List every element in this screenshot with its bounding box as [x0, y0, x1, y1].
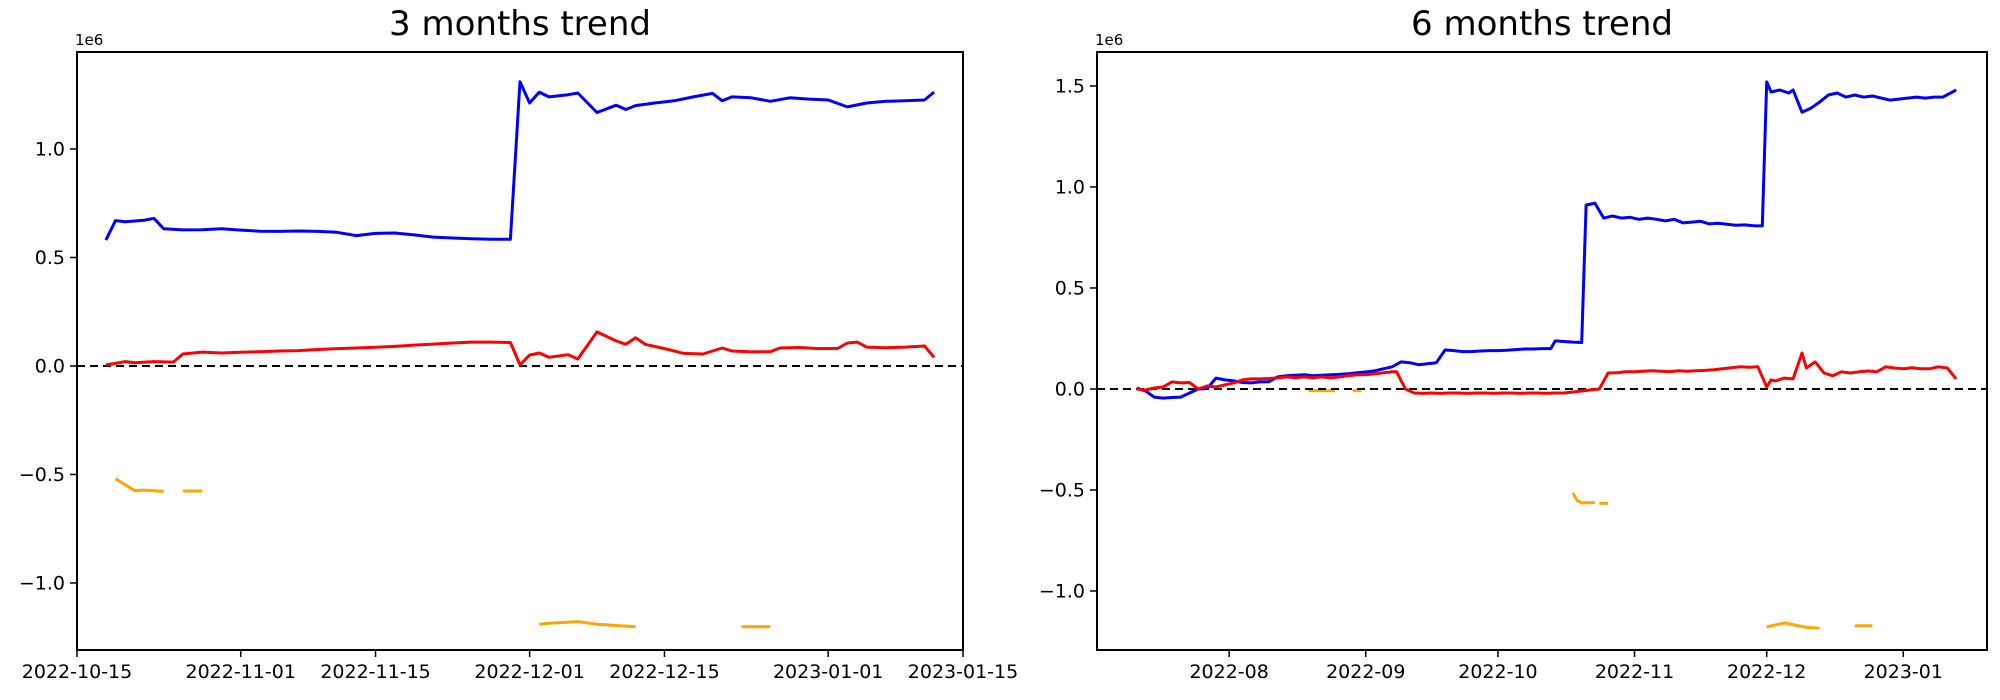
x-tick-label: 2022-12 [1727, 661, 1806, 683]
x-tick-label: 2023-01 [1864, 661, 1943, 683]
series-line-blue [104, 80, 936, 241]
x-tick-label: 2022-10-15 [22, 661, 132, 683]
series-line-orange [1571, 492, 1595, 505]
x-tick-label: 2022-08 [1189, 661, 1268, 683]
x-tick-label: 2022-12-15 [609, 661, 719, 683]
y-tick-label: 0.5 [35, 247, 65, 269]
y-tick-label: 0.0 [35, 355, 65, 377]
y-tick-label: 0.0 [1055, 378, 1085, 400]
x-tick-label: 2022-12-01 [474, 661, 584, 683]
series-line-red [105, 330, 936, 367]
y-tick-label: 1.0 [35, 138, 65, 160]
series-line-orange [1766, 621, 1820, 630]
x-tick-label: 2023-01-01 [773, 661, 883, 683]
y-tick-label: −1.0 [19, 572, 65, 594]
chart-title-3-months: 3 months trend [389, 4, 651, 44]
series-line-blue [1136, 80, 1957, 400]
series-line-red [1136, 351, 1958, 395]
x-tick-label: 2022-11-01 [186, 661, 296, 683]
y-axis-offset-label: 1e6 [75, 31, 103, 49]
y-tick-label: −0.5 [1039, 479, 1085, 501]
series-line-orange [539, 620, 636, 629]
axes-3-months: 2022-10-15 2022-11-01 2022-11-15 2022-12-01… [19, 31, 1018, 683]
x-tick-label: 2022-11 [1595, 661, 1674, 683]
x-tick-label: 2022-11-15 [320, 661, 430, 683]
axes-6-months: 2022-08 2022-09 2022-10 2022-11 2022-12 2023-… [1039, 31, 1988, 683]
x-tick-label: 2023-01-15 [908, 661, 1018, 683]
chart-title-6-months: 6 months trend [1411, 4, 1673, 44]
y-tick-label: 1.0 [1055, 176, 1085, 198]
y-tick-label: −0.5 [19, 464, 65, 486]
x-tick-label: 2022-10 [1458, 661, 1537, 683]
x-tick-label: 2022-09 [1326, 661, 1405, 683]
axes-box [1096, 51, 1988, 651]
axes-box [76, 51, 964, 651]
y-tick-label: 0.5 [1055, 277, 1085, 299]
series-line-orange [114, 477, 164, 493]
y-tick-label: 1.5 [1055, 75, 1085, 97]
y-axis-offset-label: 1e6 [1095, 31, 1123, 49]
y-tick-label: −1.0 [1039, 581, 1085, 603]
